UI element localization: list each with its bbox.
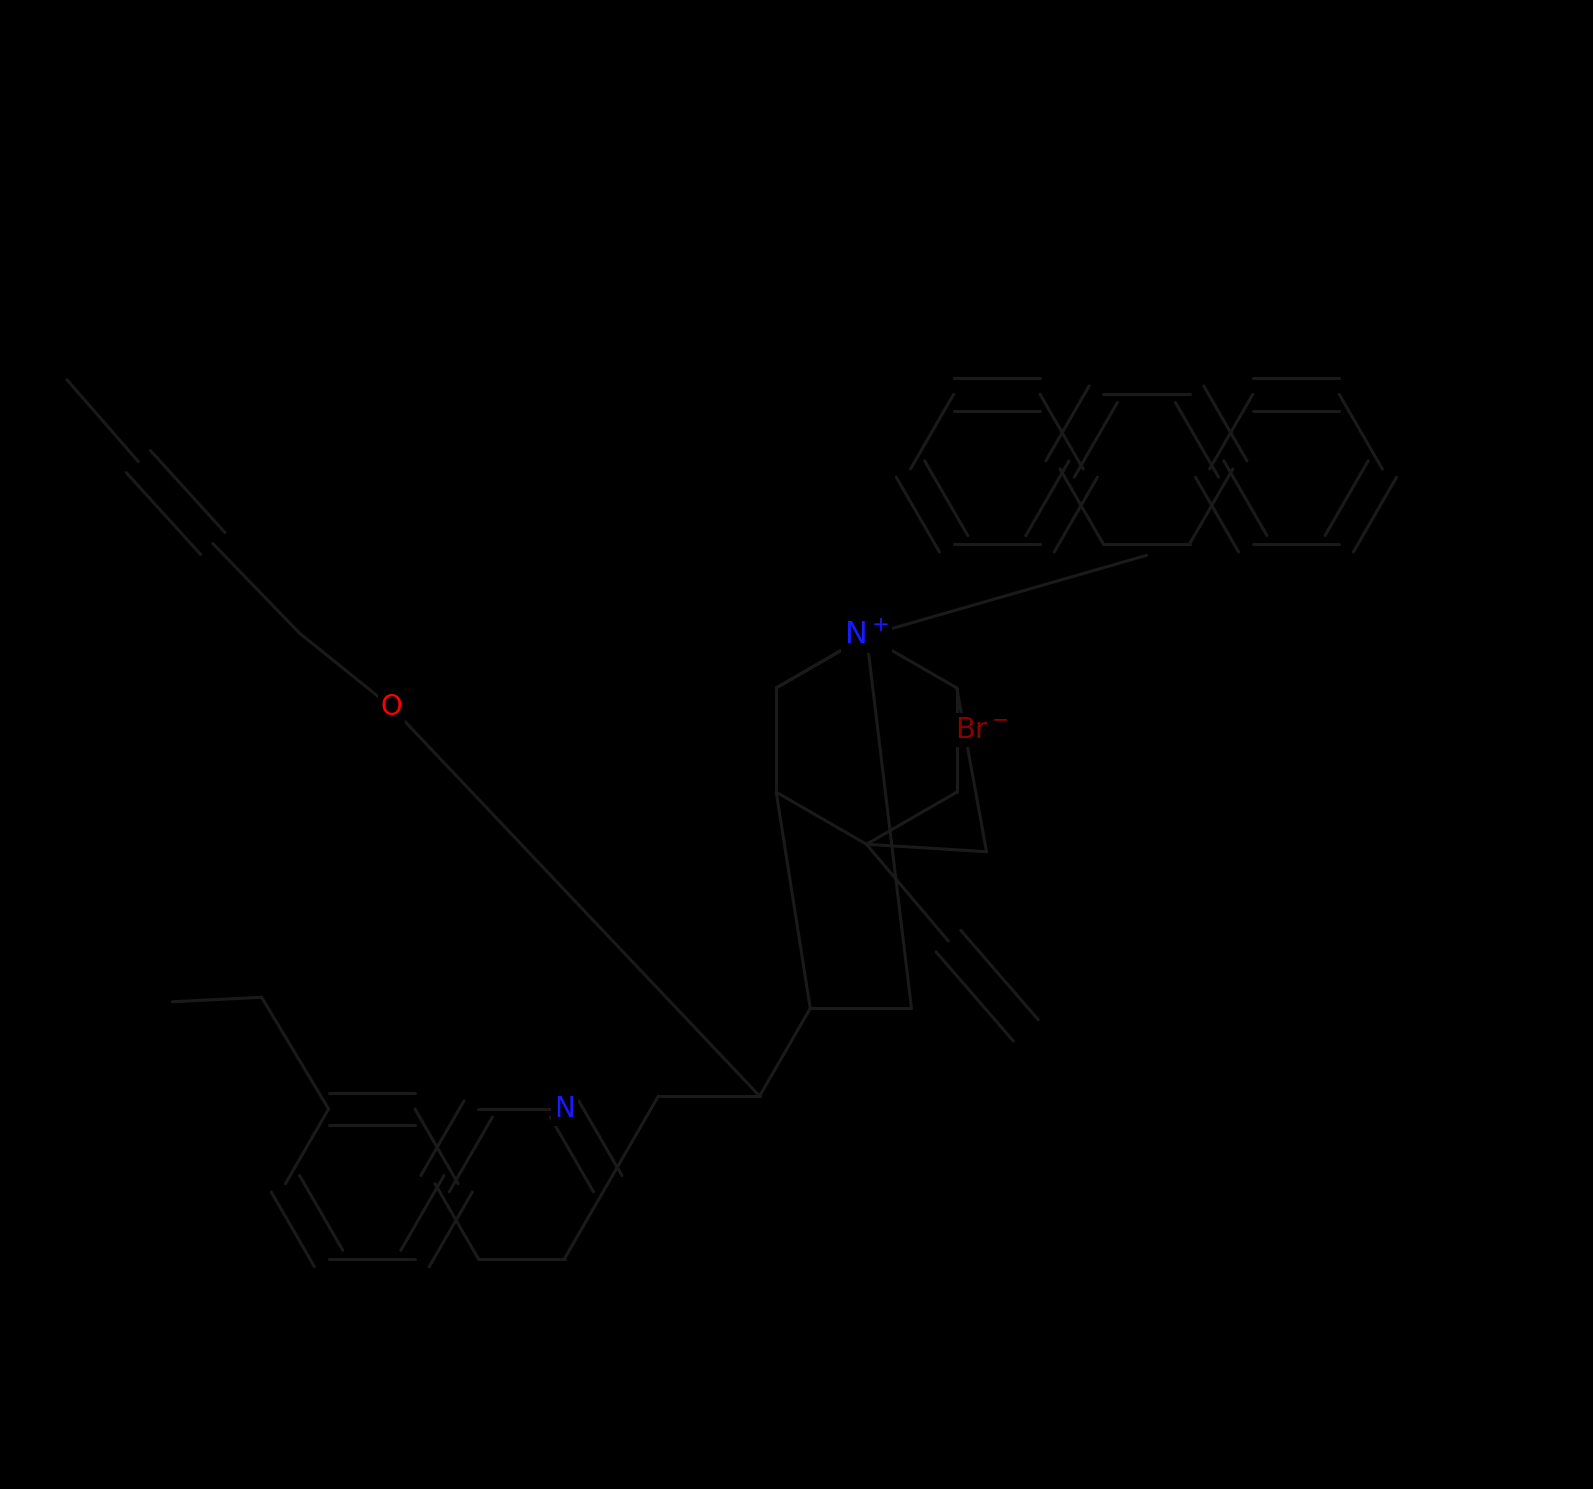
Text: O: O <box>381 694 403 721</box>
Text: Br$^-$: Br$^-$ <box>954 716 1008 743</box>
Text: N: N <box>554 1094 575 1123</box>
Text: N$^+$: N$^+$ <box>844 621 889 651</box>
